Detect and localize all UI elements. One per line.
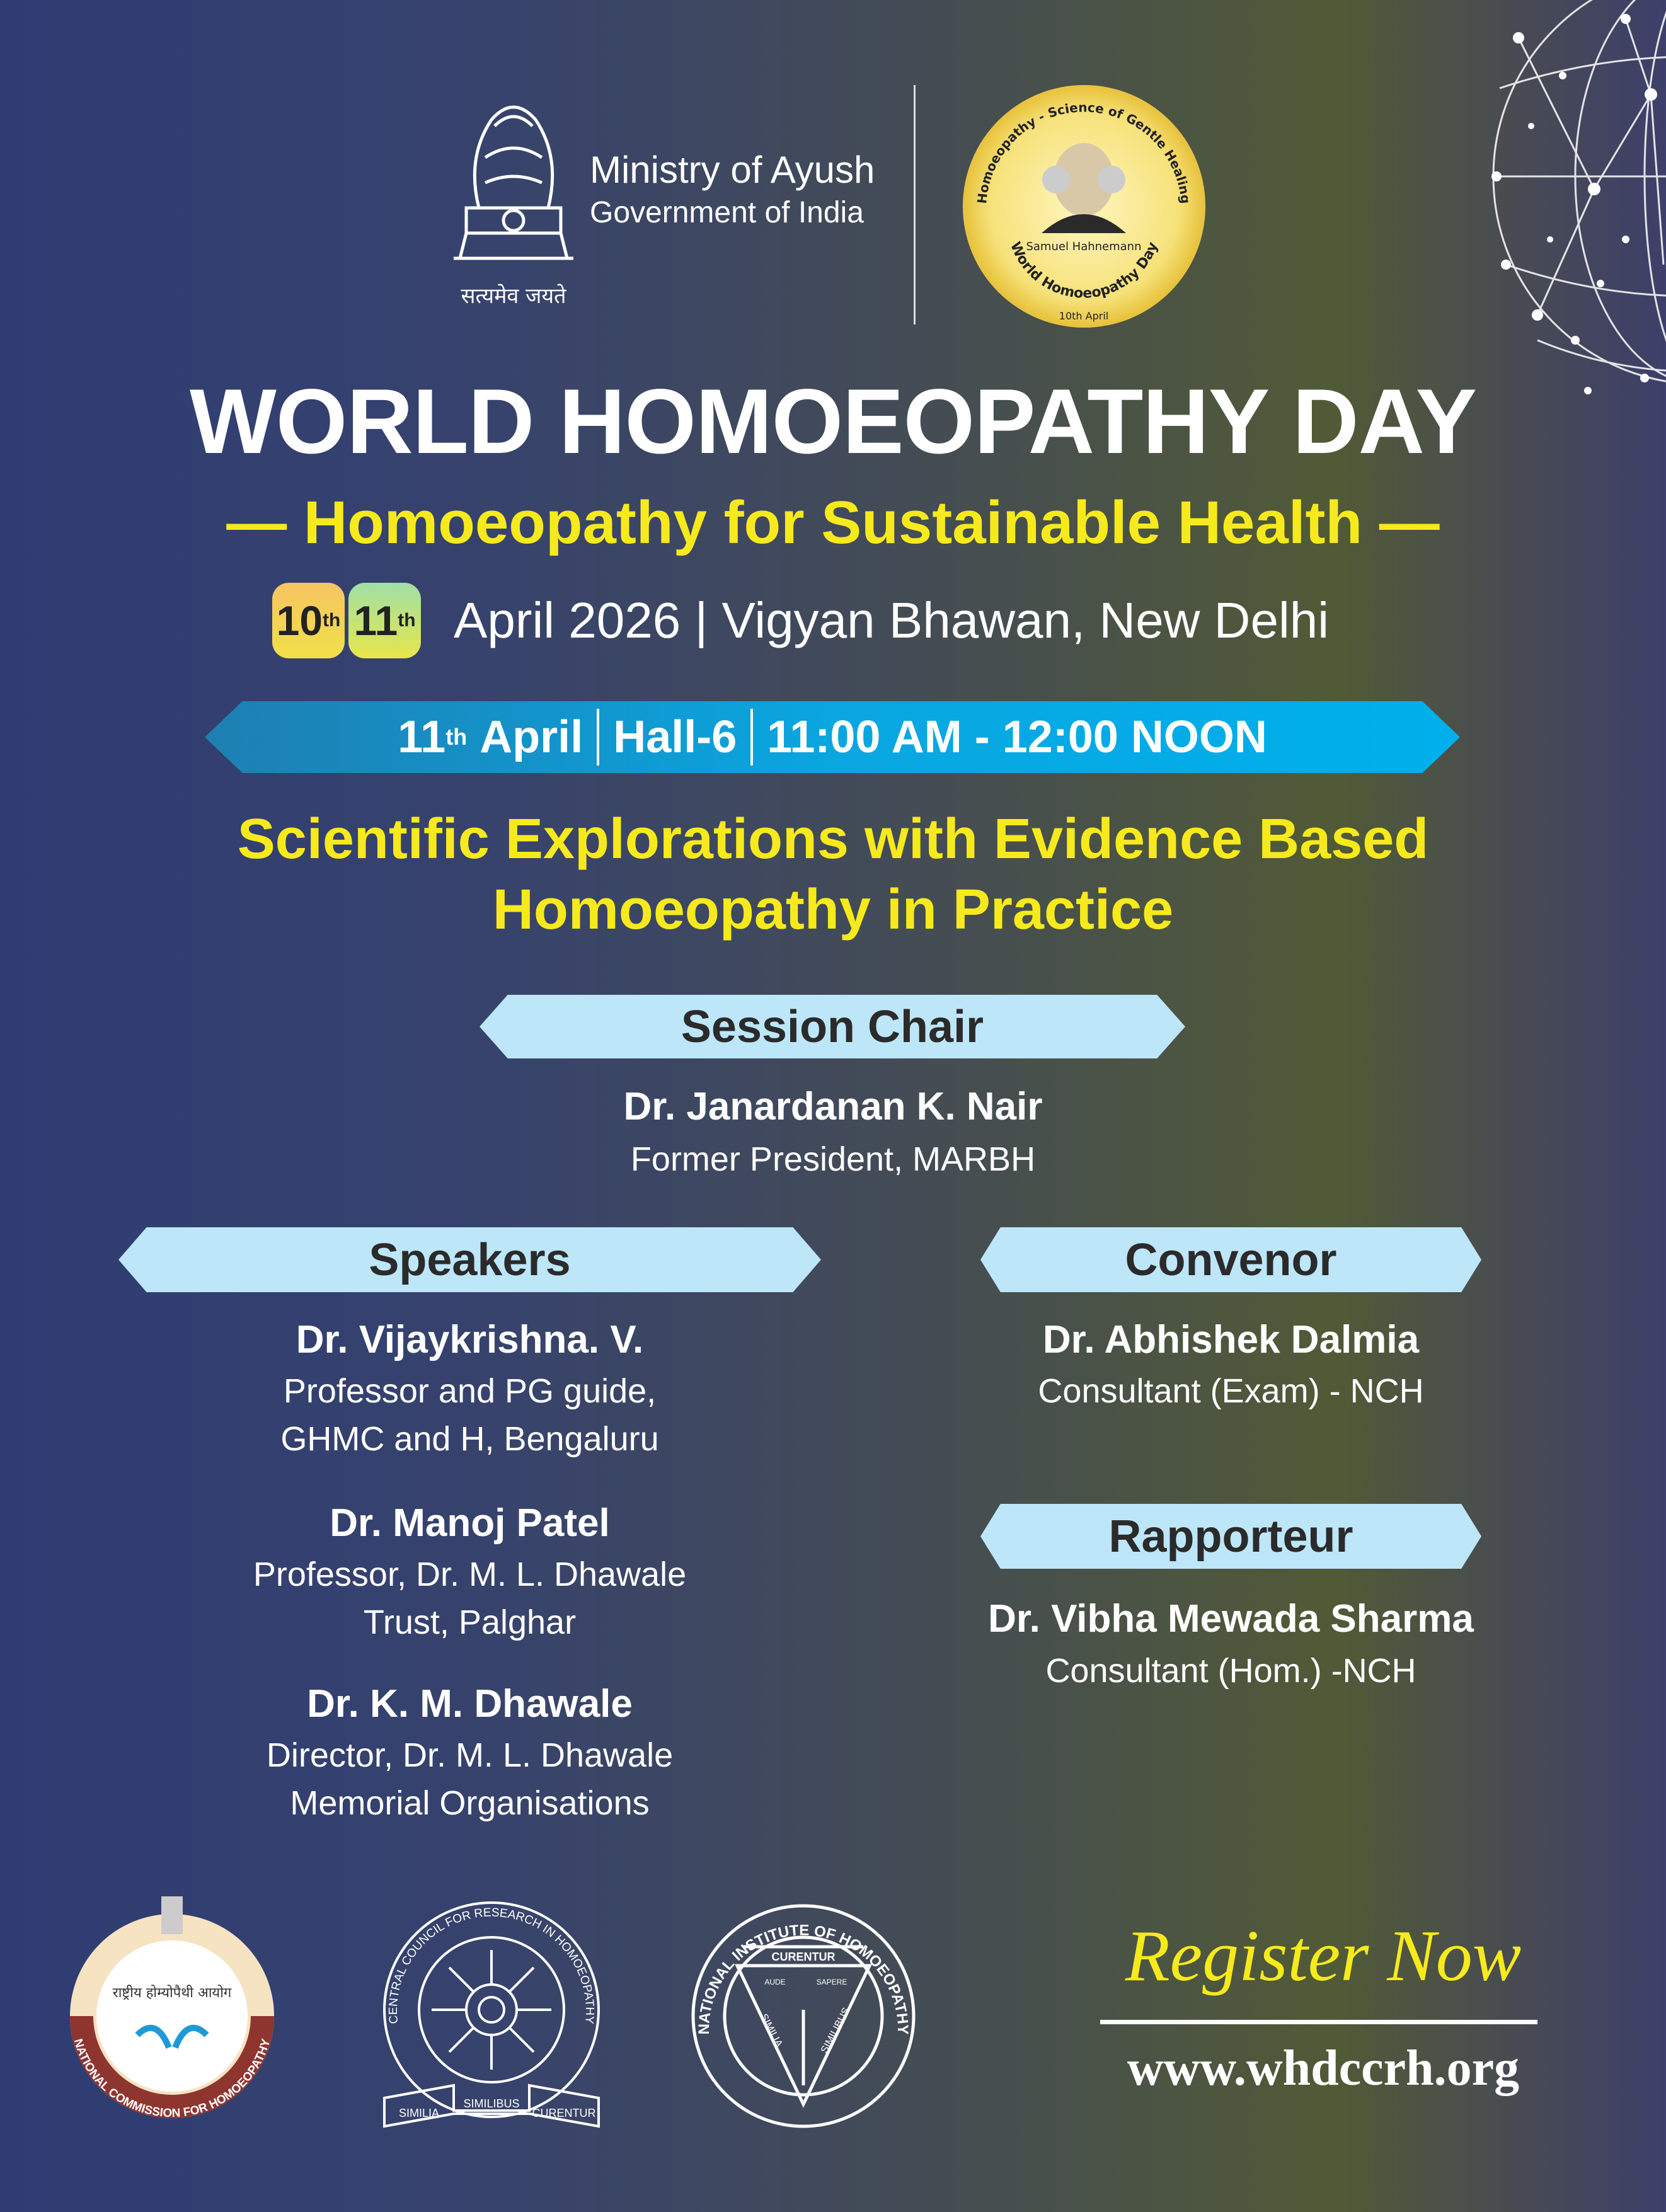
speakers-heading: Speakers [118, 1227, 821, 1292]
medal-name: Samuel Hahnemann [1026, 240, 1141, 253]
hahnemann-portrait [1042, 143, 1126, 233]
ccrh-ribbon-right: CURENTUR [532, 2107, 596, 2119]
nch-logo: NATIONAL COMMISSION FOR HOMOEOPATHY राष्… [70, 1896, 274, 2120]
session-time: 11:00 AM - 12:00 NOON [767, 712, 1267, 762]
nih-left-text: SIMILIA [758, 2012, 784, 2049]
chair-name: Dr. Janardanan K. Nair [623, 1085, 1043, 1128]
speaker-3-name: Dr. K. M. Dhawale [307, 1682, 633, 1726]
session-title-line1: Scientific Explorations with Evidence Ba… [237, 808, 1429, 871]
convenor-heading: Convenor [980, 1227, 1481, 1292]
session-day: 11 [398, 712, 446, 762]
nih-sapere-text: SAPERE [817, 1978, 847, 1986]
speaker-3-role: Director, Dr. M. L. Dhawale Memorial Orga… [266, 1736, 674, 1822]
speaker-2-role: Professor, Dr. M. L. Dhawale Trust, Palgh… [253, 1556, 687, 1641]
medal-date: 10th April [1059, 310, 1108, 322]
lion-capital-icon [454, 105, 573, 260]
register-divider [1100, 2020, 1537, 2024]
session-title-line2: Homoeopathy in Practice [492, 878, 1174, 941]
website-url-link[interactable]: www.whdccrh.org [1127, 2041, 1520, 2096]
speaker-1-role: Professor and PG guide, GHMC and H, Benga… [280, 1372, 659, 1458]
rapporteur-heading: Rapporteur [980, 1504, 1481, 1569]
convenor-role: Consultant (Exam) - NCH [1038, 1372, 1424, 1410]
national-emblem: सत्यमेव जयते [441, 82, 586, 309]
event-subtitle: — Homoeopathy for Sustainable Health — [226, 489, 1440, 556]
session-chair-heading: Session Chair [480, 995, 1185, 1058]
nih-right-text: SIMILIBUS [819, 2006, 852, 2055]
world-homoeopathy-day-medal: Homoeopathy - Science of Gentle Healing … [963, 85, 1205, 328]
nih-top-text: CURENTUR [772, 1951, 836, 1963]
header-divider [914, 85, 916, 324]
event-title: WORLD HOMOEOPATHY DAY [189, 370, 1477, 473]
register-now-link[interactable]: Register Now [1125, 1916, 1522, 1997]
session-month: April [480, 712, 583, 762]
nch-hindi-text: राष्ट्रीय होम्योपैथी आयोग [113, 1985, 232, 2001]
date-venue-text: April 2026 | Vigyan Bhawan, New Delhi [454, 592, 1329, 648]
globe-network-decoration [1491, 0, 1666, 394]
emblem-motto: सत्यमेव जयते [461, 284, 566, 309]
rapporteur-role: Consultant (Hom.) -NCH [1045, 1652, 1416, 1690]
ccrh-ribbon-left: SIMILIA [399, 2107, 439, 2119]
government-name: Government of India [590, 196, 864, 229]
ccrh-logo: CENTRAL COUNCIL FOR RESEARCH IN HOMOEOPA… [383, 1901, 600, 2128]
chair-role: Former President, MARBH [630, 1140, 1036, 1178]
session-hall: Hall-6 [613, 712, 737, 762]
nih-aude-text: AUDE [764, 1978, 785, 1986]
nih-logo: NATIONAL INSTITUTE OF HOMOEOPATHY CURENT… [691, 1904, 916, 2128]
rapporteur-name: Dr. Vibha Mewada Sharma [988, 1597, 1474, 1641]
speaker-2-name: Dr. Manoj Patel [330, 1501, 610, 1545]
speaker-1-name: Dr. Vijaykrishna. V. [296, 1318, 644, 1361]
ccrh-ribbon-center: SIMILIBUS [463, 2097, 519, 2110]
ministry-name: Ministry of Ayush [590, 149, 875, 191]
convenor-name: Dr. Abhishek Dalmia [1042, 1318, 1420, 1361]
